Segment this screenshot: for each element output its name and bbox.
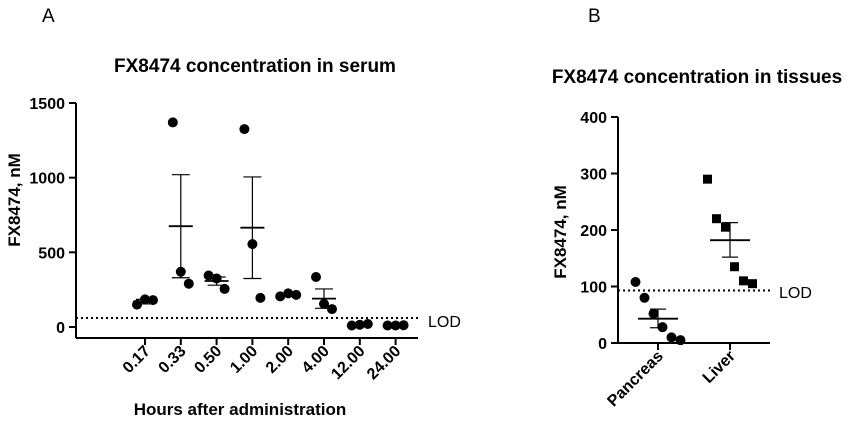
panel-a-y-tick-label: 1500 [29, 96, 65, 113]
panel-a-lod-label: LOD [428, 314, 461, 331]
panel-b-plot: 0 100 200 300 400 Pancreas Liver [580, 110, 773, 410]
panel-a-data-point [311, 271, 321, 282]
panel-b-y-tick-label: 200 [580, 223, 607, 240]
panel-a-y-tick-label: 1000 [29, 171, 65, 188]
panel-b-y-tick-label: 0 [598, 336, 607, 353]
panel-a-data-point [167, 117, 178, 128]
panel-b-data-point [730, 262, 739, 272]
panel-b-data-point [648, 308, 659, 319]
panel-b-letter: B [588, 6, 601, 27]
panel-b-lod-label: LOD [779, 285, 812, 302]
panel-a-data-point [327, 304, 337, 315]
panel-a-x-tick-label: 1.00 [227, 343, 261, 377]
panel-b-data-point [739, 276, 748, 286]
panel-a-letter: A [42, 6, 55, 27]
panel-a-x-axis-label: Hours after administration [134, 400, 347, 419]
panel-a-x-tick-label: 0.50 [191, 343, 225, 377]
panel-b-y-axis-label: FX8474, nM [551, 185, 570, 279]
panel-b-x-tick-label: Liver [700, 348, 739, 387]
panel-a-y-tick-label: 0 [56, 320, 65, 337]
panel-b-data-point [712, 214, 721, 224]
panel-b-y-tick-label: 300 [580, 167, 607, 184]
panel-b-data-point [748, 279, 757, 289]
panel-a-x-tick-label: 0.17 [120, 343, 154, 377]
panel-b-data-point [675, 335, 686, 346]
panel-b-y-tick-label: 400 [580, 110, 607, 127]
panel-a-data-point [255, 292, 266, 303]
panel-a-data-point [239, 124, 250, 135]
panel-b-data-point [703, 174, 712, 184]
panel-a-x-tick-label: 12.00 [328, 343, 368, 383]
panel-a-x-tick-label: 0.33 [156, 343, 190, 377]
panel-a-data-point [148, 295, 158, 306]
panel-a-y-axis-label: FX8474, nM [5, 153, 24, 247]
panel-b-x-tick-label: Pancreas [604, 348, 666, 410]
panel-a-x-tick-label: 24.00 [364, 343, 404, 383]
panel-a-title: FX8474 concentration in serum [114, 56, 396, 77]
panel-b-data-point [666, 332, 677, 343]
panel-a-data-point [183, 278, 194, 289]
panel-b-title: FX8474 concentration in tissues [552, 67, 842, 88]
panel-a-data-point [219, 283, 230, 294]
panel-b-data-point [630, 276, 641, 287]
panel-a-x-tick-label: 2.00 [263, 343, 297, 377]
panel-b-y-tick-label: 100 [580, 280, 607, 297]
panel-a-data-point [203, 270, 214, 281]
panel-b-data-point [721, 222, 730, 232]
panel-a-y-tick-label: 500 [38, 245, 65, 262]
panel-b-data-point [639, 292, 650, 303]
